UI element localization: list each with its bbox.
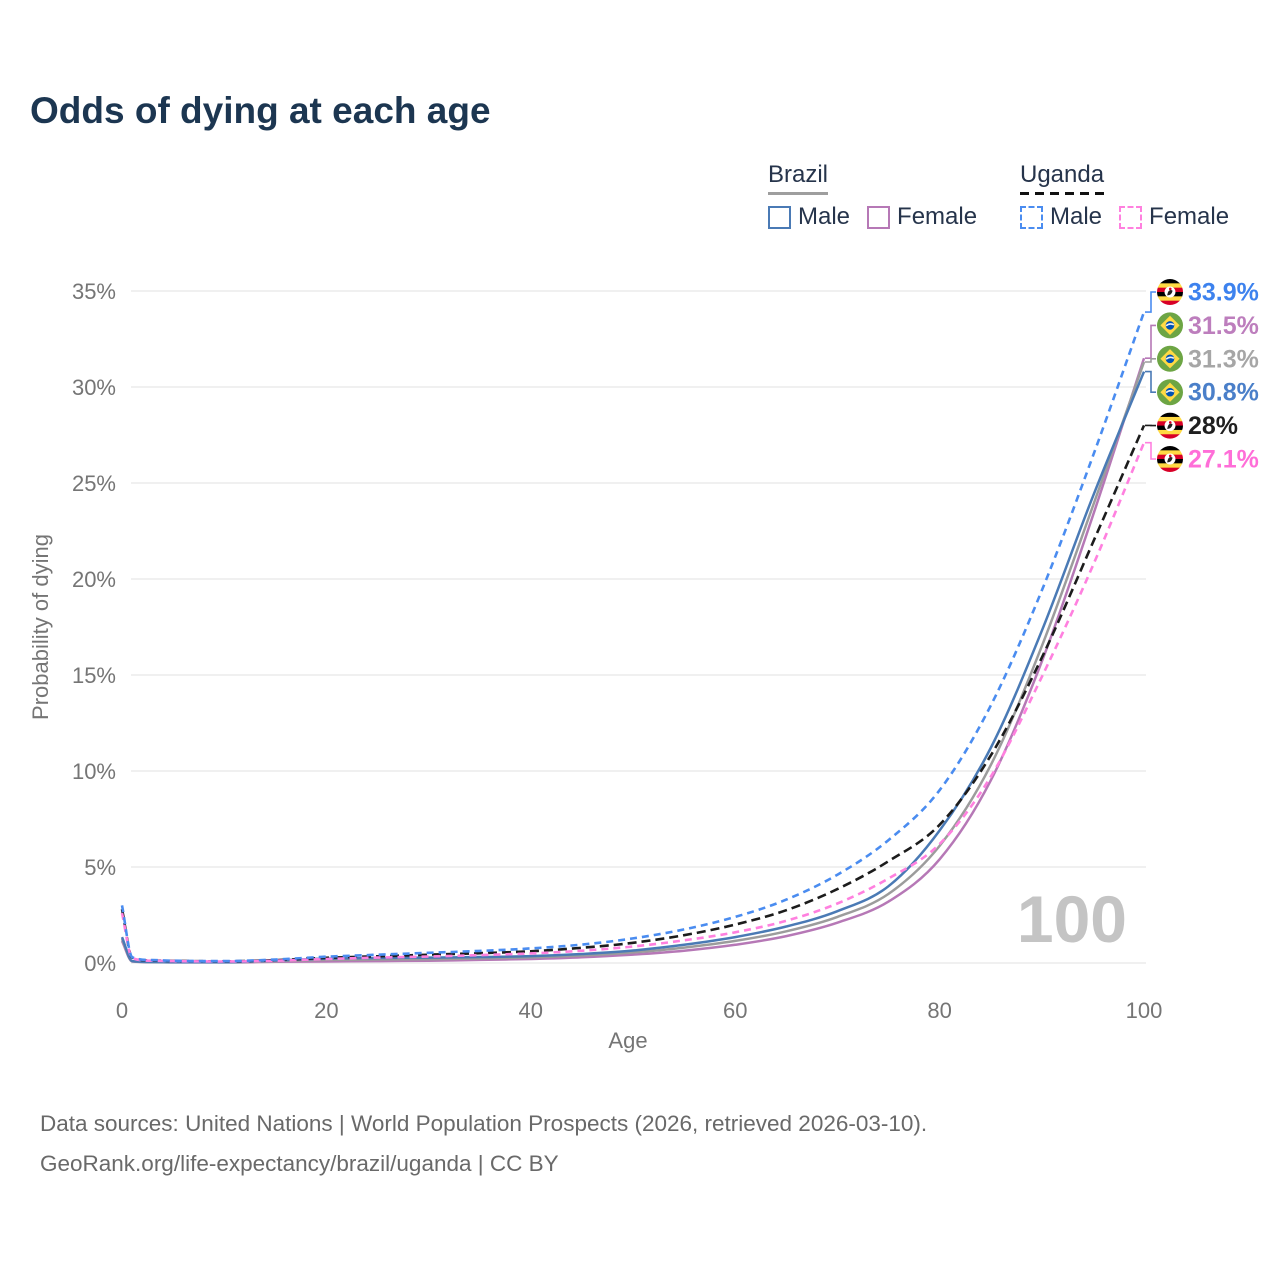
- end-label-leader-uganda_male: [1145, 291, 1156, 313]
- y-tick-label: 10%: [72, 759, 116, 784]
- brazil-flag-icon: [1157, 312, 1183, 339]
- series-line-uganda_total[interactable]: [120, 424, 1146, 963]
- series-line-brazil_male[interactable]: [120, 371, 1146, 964]
- legend-item-uganda-female-label: Female: [1149, 203, 1230, 230]
- legend-country-uganda-label: Uganda: [1020, 161, 1105, 188]
- uganda-flag-icon: [1157, 412, 1183, 439]
- series-line-uganda_male[interactable]: [120, 311, 1146, 963]
- series-line-brazil_total[interactable]: [120, 361, 1146, 964]
- uganda-female-swatch: [1119, 205, 1143, 229]
- x-tick-label: 0: [116, 998, 128, 1023]
- legend-group-uganda: Uganda Male Female: [1020, 161, 1229, 231]
- brazil-flag-icon: [1157, 379, 1183, 406]
- x-tick-label: 80: [927, 998, 951, 1023]
- legend-country-brazil-label: Brazil: [768, 161, 829, 188]
- legend-item-brazil-female[interactable]: Female: [867, 203, 977, 231]
- end-label-value-brazil_female: 31.5%: [1188, 312, 1259, 340]
- x-axis-title: Age: [608, 1028, 647, 1053]
- uganda-flag-icon: [1157, 279, 1183, 305]
- uganda-line-sample: [1020, 192, 1105, 195]
- attribution-line: GeoRank.org/life-expectancy/brazil/ugand…: [40, 1151, 559, 1176]
- x-tick-label: 100: [1126, 998, 1163, 1023]
- legend-item-uganda-male[interactable]: Male: [1020, 203, 1102, 231]
- end-label-leader-uganda_female: [1145, 441, 1156, 460]
- y-tick-label: 30%: [72, 375, 116, 400]
- legend-item-uganda-female[interactable]: Female: [1119, 203, 1229, 231]
- y-axis-title: Probability of dying: [28, 534, 53, 720]
- x-tick-label: 40: [519, 998, 543, 1023]
- end-label-value-uganda_total: 28%: [1188, 412, 1238, 440]
- end-label-uganda_male[interactable]: 33.9%: [1157, 279, 1259, 307]
- brazil-female-swatch: [867, 205, 891, 229]
- x-tick-label: 60: [723, 998, 747, 1023]
- y-tick-label: 25%: [72, 471, 116, 496]
- legend-group-brazil: Brazil Male Female: [768, 161, 977, 231]
- series-line-brazil_female[interactable]: [120, 357, 1146, 964]
- footer: Data sources: United Nations | World Pop…: [40, 1104, 927, 1184]
- brazil-line-sample: [768, 192, 829, 195]
- end-label-value-uganda_female: 27.1%: [1188, 446, 1259, 474]
- legend-item-uganda-male-label: Male: [1050, 203, 1103, 230]
- data-sources-line: Data sources: United Nations | World Pop…: [40, 1111, 928, 1136]
- legend-item-brazil-female-label: Female: [897, 203, 978, 230]
- end-label-leader-brazil_female: [1145, 324, 1156, 359]
- end-label-value-brazil_male: 30.8%: [1188, 379, 1259, 407]
- y-tick-label: 35%: [72, 279, 116, 304]
- end-label-uganda_total[interactable]: 28%: [1157, 412, 1238, 440]
- end-label-brazil_female[interactable]: 31.5%: [1157, 312, 1259, 340]
- legend-country-uganda[interactable]: Uganda: [1020, 161, 1105, 195]
- y-tick-label: 5%: [84, 855, 116, 880]
- y-tick-label: 20%: [72, 567, 116, 592]
- page-title: Odds of dying at each age: [30, 90, 491, 131]
- end-label-uganda_female[interactable]: 27.1%: [1157, 446, 1259, 474]
- legend-item-brazil-male-label: Male: [798, 203, 851, 230]
- end-label-value-brazil_total: 31.3%: [1188, 345, 1259, 373]
- legend-country-brazil[interactable]: Brazil: [768, 161, 829, 195]
- uganda-male-swatch: [1020, 205, 1043, 229]
- end-label-leader-brazil_male: [1145, 370, 1156, 393]
- brazil-male-swatch: [768, 205, 791, 229]
- series-line-uganda_female[interactable]: [120, 442, 1146, 963]
- end-label-brazil_total[interactable]: 31.3%: [1157, 345, 1259, 373]
- y-tick-label: 0%: [84, 951, 116, 976]
- end-label-leader-brazil_total: [1145, 358, 1156, 363]
- legend-item-brazil-male[interactable]: Male: [768, 203, 850, 231]
- uganda-flag-icon: [1157, 446, 1183, 472]
- end-label-brazil_male[interactable]: 30.8%: [1157, 379, 1259, 407]
- end-label-value-uganda_male: 33.9%: [1188, 279, 1259, 307]
- brazil-flag-icon: [1157, 345, 1183, 372]
- age-watermark: 100: [1017, 882, 1127, 956]
- x-tick-label: 20: [314, 998, 338, 1023]
- y-tick-label: 15%: [72, 663, 116, 688]
